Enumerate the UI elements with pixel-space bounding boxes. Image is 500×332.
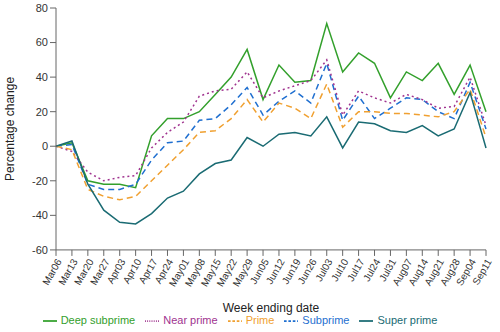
- svg-text:Mar13: Mar13: [56, 257, 80, 287]
- svg-text:May22: May22: [214, 257, 240, 289]
- svg-text:Sep04: Sep04: [454, 257, 478, 288]
- html-text:Prime: Prime: [245, 313, 275, 326]
- svg-text:May15: May15: [198, 257, 224, 289]
- html-text:Near prime: Near prime: [163, 313, 218, 326]
- svg-text:-40: -40: [32, 209, 48, 221]
- html-text:Deep subprime: Deep subprime: [60, 313, 136, 326]
- svg-text:Apr10: Apr10: [120, 257, 144, 286]
- svg-text:Sep11: Sep11: [470, 257, 492, 287]
- svg-text:Jul03: Jul03: [313, 257, 335, 284]
- svg-text:Aug21: Aug21: [422, 257, 447, 288]
- svg-text:Percentage change: Percentage change: [8, 77, 17, 181]
- svg-text:Mar20: Mar20: [72, 257, 96, 287]
- svg-text:May29: May29: [230, 257, 255, 289]
- svg-text:-60: -60: [32, 244, 48, 256]
- svg-text:Jun05: Jun05: [247, 257, 271, 287]
- svg-text:Jun12: Jun12: [263, 257, 287, 287]
- svg-text:Aug14: Aug14: [406, 257, 431, 288]
- svg-text:Jul17: Jul17: [345, 257, 367, 284]
- svg-text:Jul10: Jul10: [329, 257, 351, 284]
- svg-text:Apr17: Apr17: [136, 257, 160, 286]
- svg-text:May08: May08: [182, 257, 208, 289]
- html-text:Subprime: Subprime: [302, 313, 350, 326]
- svg-text:-20: -20: [32, 175, 48, 187]
- svg-text:Jun26: Jun26: [296, 257, 319, 286]
- svg-text:Week ending date: Week ending date: [223, 301, 320, 315]
- svg-text:60: 60: [36, 36, 48, 48]
- svg-text:20: 20: [36, 106, 48, 118]
- svg-text:Aug28: Aug28: [438, 257, 462, 288]
- svg-text:Jun19: Jun19: [279, 257, 303, 287]
- svg-text:Mar27: Mar27: [88, 257, 112, 287]
- svg-text:Jul31: Jul31: [376, 257, 399, 284]
- svg-text:80: 80: [36, 2, 48, 14]
- svg-text:Mar06: Mar06: [40, 257, 64, 287]
- html-text:Super prime: Super prime: [377, 313, 438, 326]
- svg-text:Aug07: Aug07: [390, 257, 415, 288]
- svg-text:Apr03: Apr03: [104, 257, 128, 286]
- svg-text:0: 0: [42, 140, 48, 152]
- svg-text:Apr24: Apr24: [152, 257, 176, 286]
- svg-text:40: 40: [36, 71, 48, 83]
- svg-text:May01: May01: [166, 257, 192, 289]
- svg-text:Jul24: Jul24: [360, 257, 383, 284]
